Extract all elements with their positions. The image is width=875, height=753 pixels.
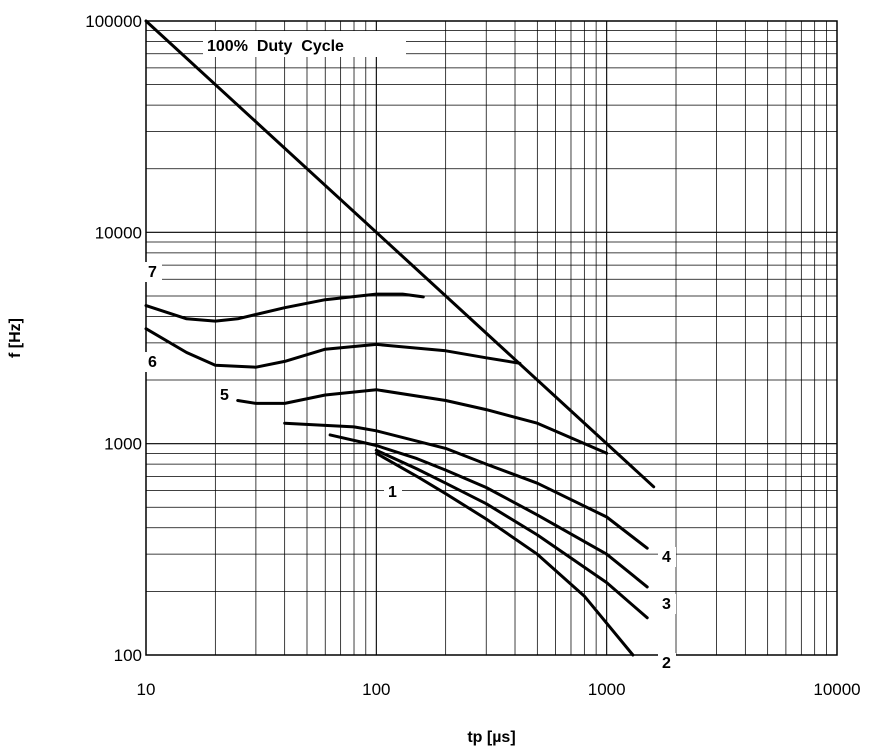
y-tick-label: 10000 [95, 223, 142, 242]
x-tick-label: 10 [137, 680, 156, 699]
y-tick-label: 100000 [85, 12, 142, 31]
annotation-text: 100% Duty Cycle [207, 38, 344, 55]
curve-label-text: 6 [148, 354, 157, 371]
curve-label-6: 6 [144, 352, 162, 372]
curve-label-5: 5 [216, 385, 234, 405]
curve-label-4: 4 [658, 547, 676, 567]
curve-label-text: 5 [220, 387, 229, 404]
x-tick-label: 10000 [813, 680, 860, 699]
curve-label-text: 4 [662, 549, 671, 566]
curve-label-3: 3 [658, 594, 676, 614]
x-tick-label: 100 [362, 680, 390, 699]
x-tick-label: 1000 [588, 680, 626, 699]
curve-label-7: 7 [144, 262, 162, 282]
x-axis-title: tp [µs] [467, 729, 515, 746]
curve-label-text: 7 [148, 264, 157, 281]
y-tick-label: 100 [114, 646, 142, 665]
y-tick-label: 1000 [104, 435, 142, 454]
curve-label-text: 2 [662, 655, 671, 672]
curve-label-text: 3 [662, 596, 671, 613]
curve-label-1: 1 [384, 482, 402, 502]
curve-label-text: 1 [388, 484, 397, 501]
annotation-duty-cycle: 100% Duty Cycle [203, 31, 406, 57]
curve-label-2: 2 [658, 653, 676, 673]
y-axis-title: f [Hz] [7, 318, 24, 358]
